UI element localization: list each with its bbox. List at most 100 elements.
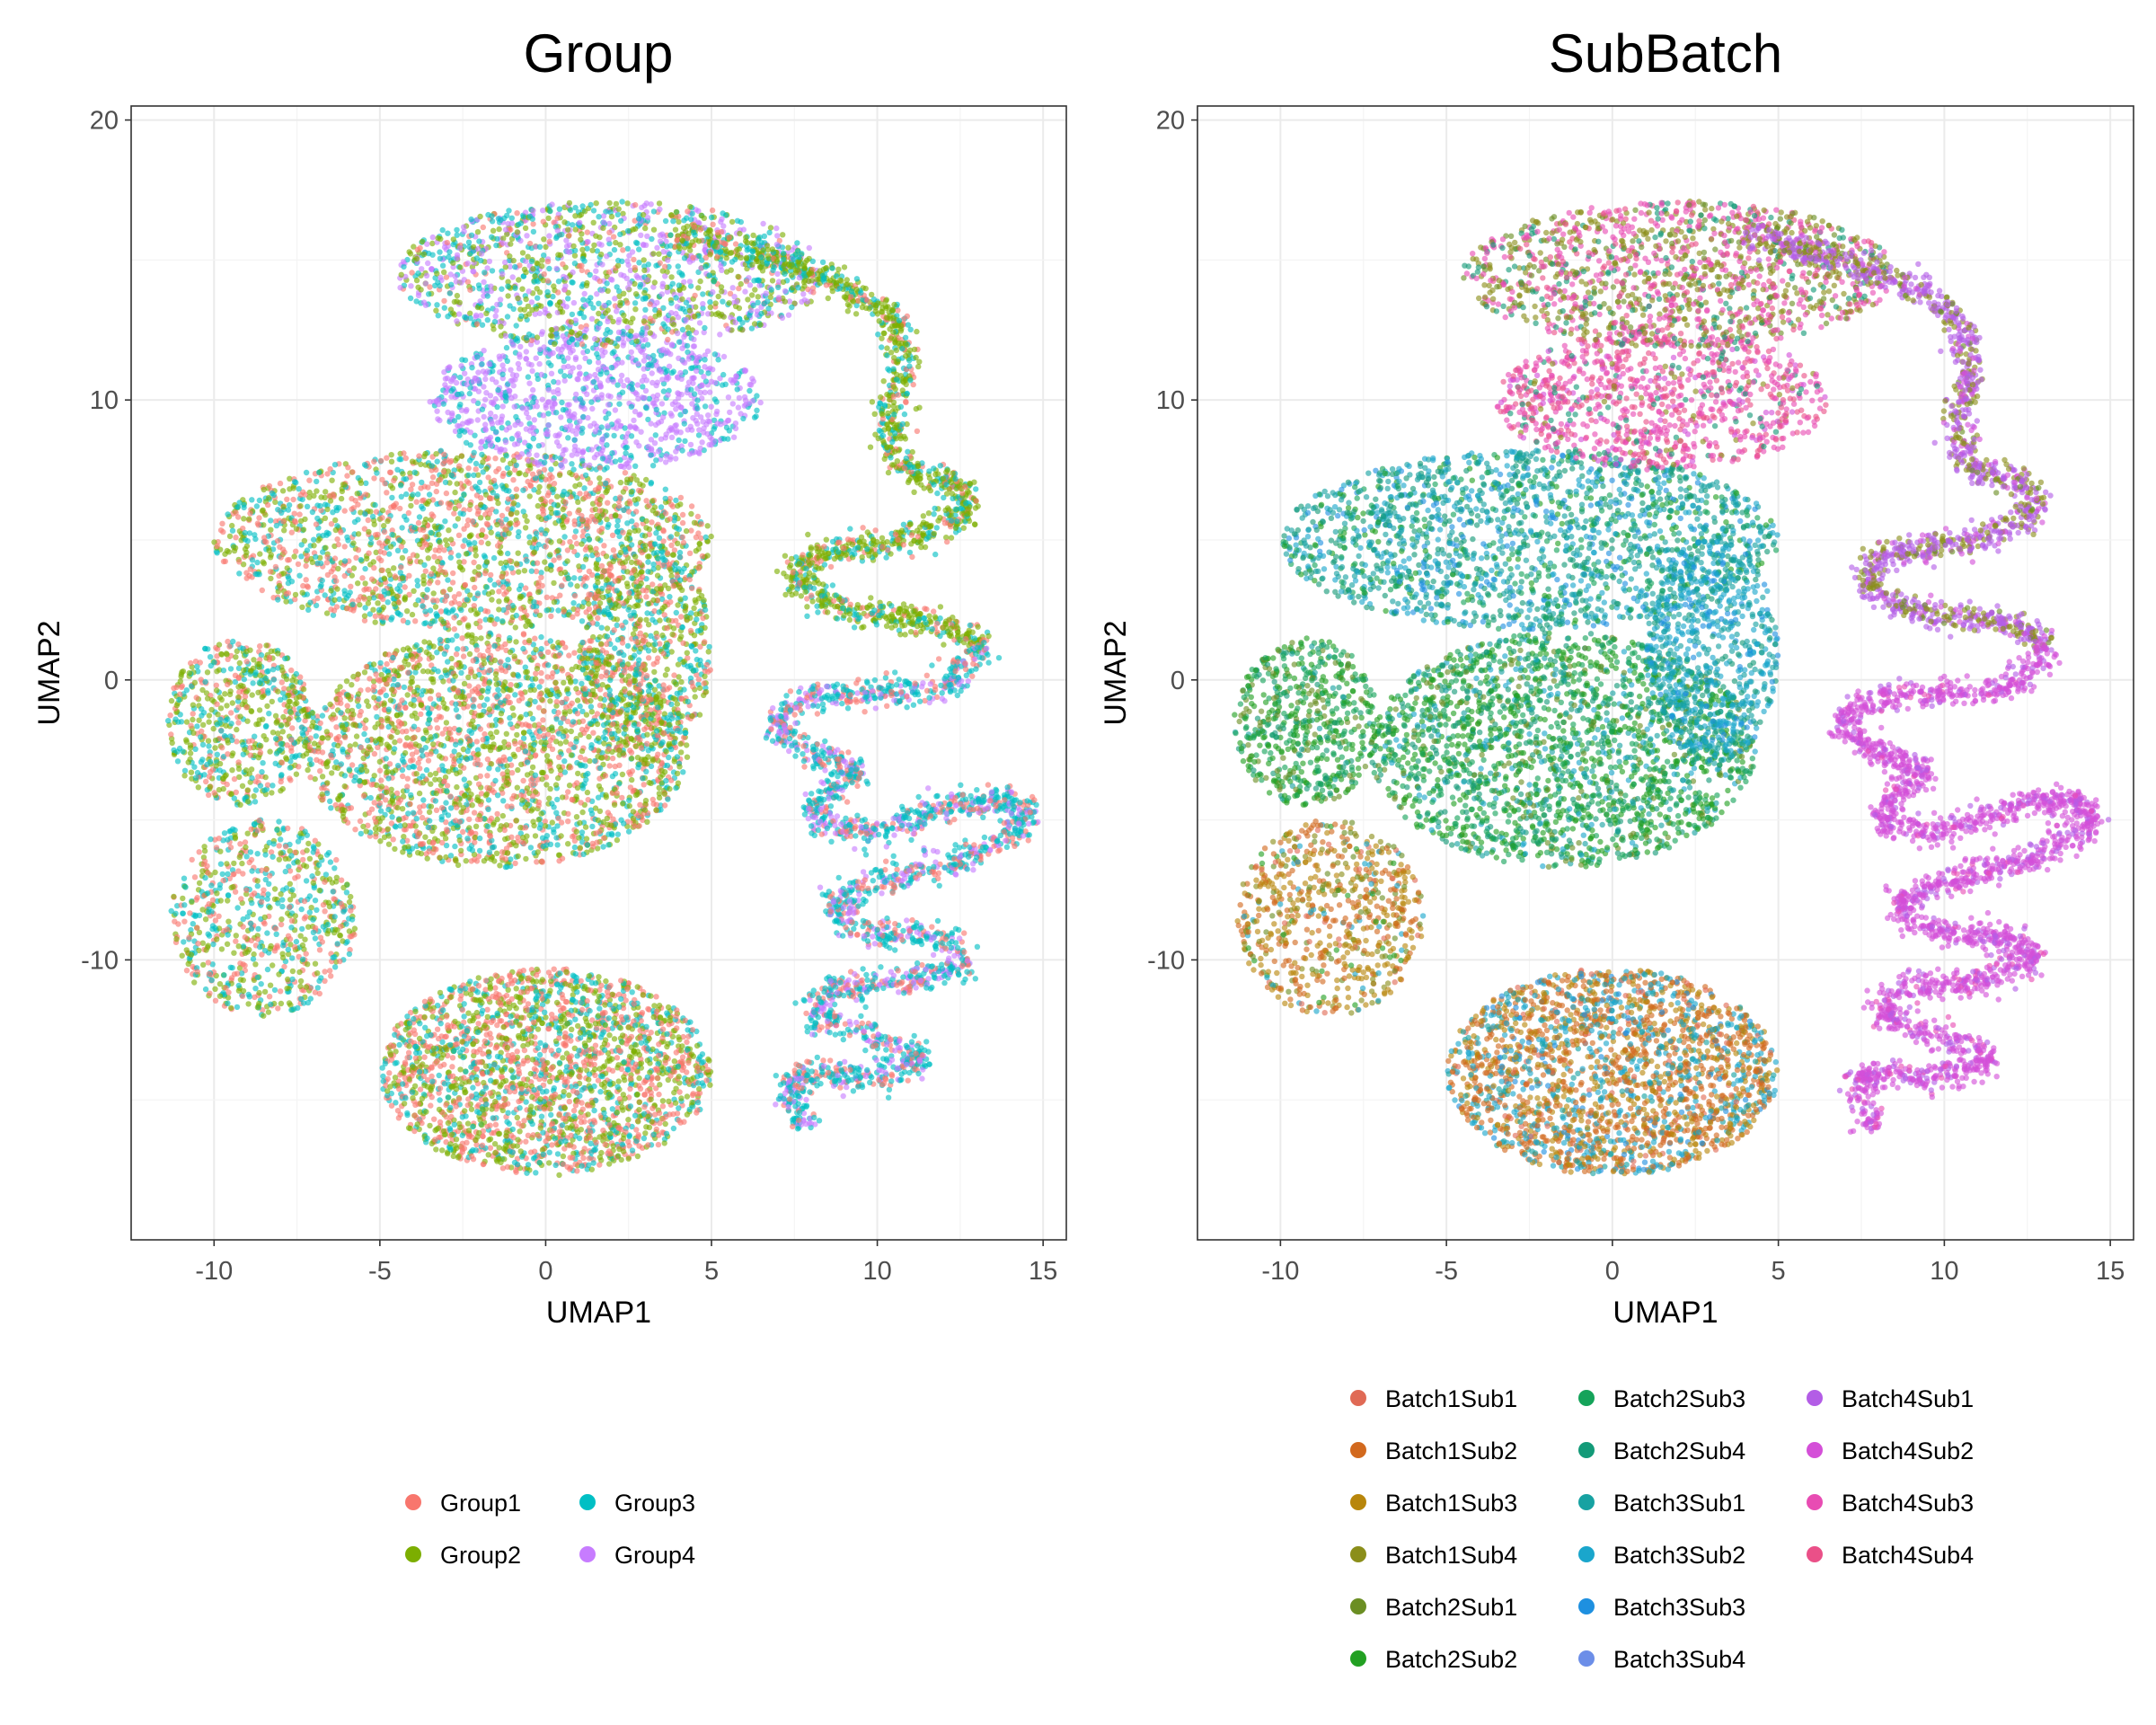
point-group1 <box>317 991 323 996</box>
point-group2 <box>324 729 330 734</box>
point-group1 <box>632 1001 637 1006</box>
point-group3 <box>255 883 261 889</box>
point-group1 <box>656 1092 661 1097</box>
point-group3 <box>225 836 230 842</box>
point-group3 <box>549 801 554 806</box>
point-group3 <box>193 913 199 918</box>
point-group2 <box>544 758 550 764</box>
point-group2 <box>236 943 242 949</box>
point-group2 <box>603 978 608 984</box>
point-group3 <box>484 696 490 702</box>
point-group2 <box>476 1130 482 1136</box>
point-group1 <box>546 969 552 975</box>
point-group3 <box>701 1083 706 1088</box>
point-group3 <box>528 845 534 850</box>
point-group1 <box>512 741 517 747</box>
point-group2 <box>550 644 555 650</box>
point-group3 <box>491 1062 497 1067</box>
point-group1 <box>471 1048 476 1054</box>
point-group1 <box>492 985 498 990</box>
point-group1 <box>567 1099 572 1104</box>
point-group3 <box>420 774 425 779</box>
point-group3 <box>468 756 473 761</box>
point-group1 <box>457 996 463 1002</box>
point-group1 <box>358 818 363 824</box>
point-group2 <box>203 916 208 922</box>
point-group2 <box>442 1132 447 1137</box>
point-group1 <box>408 741 413 747</box>
point-group2 <box>392 668 397 673</box>
point-group3 <box>288 853 294 858</box>
point-group2 <box>596 974 601 979</box>
point-group1 <box>377 801 383 806</box>
point-group2 <box>518 1148 524 1154</box>
point-group2 <box>314 970 320 976</box>
point-group2 <box>419 851 424 856</box>
point-group2 <box>171 894 176 899</box>
point-group2 <box>380 815 385 820</box>
point-group1 <box>437 1085 443 1091</box>
point-group1 <box>465 1102 471 1108</box>
point-group1 <box>357 712 362 718</box>
point-group1 <box>536 721 542 727</box>
point-group2 <box>480 1106 485 1111</box>
point-group3 <box>249 868 254 873</box>
point-group3 <box>508 721 513 727</box>
point-group3 <box>616 1004 622 1010</box>
point-group2 <box>569 752 574 757</box>
point-group2 <box>676 781 681 786</box>
point-group2 <box>262 915 268 920</box>
point-group1 <box>231 871 236 877</box>
point-group3 <box>695 1080 701 1085</box>
point-group2 <box>665 1041 670 1047</box>
point-group3 <box>448 805 454 810</box>
point-group2 <box>461 701 466 706</box>
point-group3 <box>452 748 457 754</box>
point-group3 <box>457 988 463 994</box>
point-group2 <box>367 744 372 749</box>
point-group2 <box>525 1041 530 1047</box>
point-group1 <box>593 1140 598 1146</box>
point-group1 <box>328 753 333 758</box>
point-group1 <box>539 995 544 1001</box>
point-group1 <box>570 797 575 802</box>
point-group3 <box>526 729 532 734</box>
point-group3 <box>218 862 224 867</box>
point-group1 <box>499 719 504 724</box>
point-group2 <box>542 746 547 751</box>
point-group2 <box>468 992 473 997</box>
point-group1 <box>566 1012 571 1017</box>
point-group3 <box>424 1136 429 1141</box>
point-group3 <box>340 747 345 752</box>
point-group1 <box>684 1039 689 1045</box>
point-group2 <box>578 1067 583 1073</box>
point-group1 <box>450 1055 455 1060</box>
point-group3 <box>307 909 313 915</box>
point-group3 <box>248 921 253 926</box>
point-group1 <box>402 704 408 710</box>
point-group3 <box>453 742 458 748</box>
point-group1 <box>379 793 384 799</box>
point-group3 <box>272 987 278 993</box>
point-group2 <box>494 851 499 856</box>
point-group1 <box>399 721 404 726</box>
point-group3 <box>462 1001 467 1006</box>
point-group1 <box>534 972 539 978</box>
point-group2 <box>645 1057 650 1063</box>
point-group1 <box>228 845 234 850</box>
point-group2 <box>596 1066 602 1071</box>
point-group2 <box>517 995 523 1000</box>
point-group1 <box>590 730 596 736</box>
point-group3 <box>630 1147 635 1153</box>
point-group3 <box>504 864 509 870</box>
point-group2 <box>533 833 538 838</box>
point-group1 <box>703 1077 709 1083</box>
point-group2 <box>530 1057 535 1062</box>
point-group3 <box>452 844 457 849</box>
point-group2 <box>565 841 570 846</box>
point-group1 <box>317 947 323 952</box>
point-group1 <box>488 834 493 839</box>
point-group2 <box>605 1095 610 1101</box>
point-group2 <box>449 1132 455 1137</box>
point-group3 <box>420 753 425 758</box>
